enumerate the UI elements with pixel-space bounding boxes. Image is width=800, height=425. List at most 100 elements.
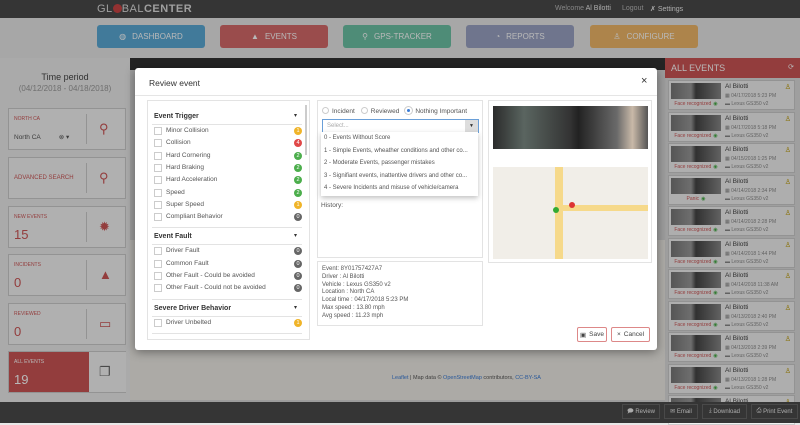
region-filter[interactable]: NORTH CA North CA ⊗ ▾ ⚲ [8,108,126,150]
status-radio-incident[interactable]: Incident [322,107,355,115]
settings-link[interactable]: ✗ Settings [650,6,684,13]
event-card[interactable]: Face recognized ◉ Al Bilotti ▦ 04/15/2018 1… [668,143,795,173]
email-button[interactable]: ✉ Email [664,404,698,419]
score-option[interactable]: 4 - Severe Incidents and misuse of vehic… [324,185,459,191]
event-video[interactable] [493,106,648,149]
checkbox[interactable] [154,151,162,160]
event-thumbnail[interactable] [671,177,721,194]
event-thumbnail[interactable] [671,83,721,99]
logout-link[interactable]: Logout [622,5,644,12]
checkbox[interactable] [154,213,162,222]
category-item[interactable]: Driver Fault 0 [154,246,302,257]
radio-button[interactable] [360,107,368,114]
event-card[interactable]: Panic ◉ Al Bilotti ▦ 04/14/2018 2:34 PM ▬ Le… [668,174,795,205]
event-thumbnail[interactable] [671,272,721,288]
osm-link[interactable]: OpenStreetMap [443,375,482,381]
license-link[interactable]: CC-BY-SA [515,375,541,381]
category-item[interactable]: Compliant Behavior 0 [154,212,302,223]
status-radio-reviewed[interactable]: Reviewed [360,107,399,115]
category-item[interactable]: Common Fault 0 [154,259,302,270]
event-card[interactable]: Face recognized ◉ Al Bilotti ▦ 04/17/2018 5… [668,111,795,142]
radio-button[interactable] [405,107,413,114]
event-thumbnail[interactable] [671,240,721,257]
nav-dashboard[interactable]: ◍ DASHBOARD [97,25,205,48]
event-thumbnail[interactable] [671,303,721,320]
advanced-search-button[interactable]: ADVANCED SEARCH ⚲ [8,157,126,199]
event-thumbnail[interactable] [671,366,721,383]
section-title[interactable]: Event Trigger [154,113,199,120]
checkbox[interactable] [154,188,162,197]
status-radio-nothing-important[interactable]: Nothing Important [405,107,467,115]
map-pin-icon[interactable]: ⚲ [99,121,109,136]
incidents-box[interactable]: INCIDENTS 0 ▲ [8,254,126,296]
checkbox[interactable] [154,318,162,327]
category-item[interactable]: Hard Braking 2 [154,163,302,174]
event-card[interactable]: Face recognized ◉ Al Bilotti ▦ 04/14/2018 1… [668,237,795,268]
event-thumbnail[interactable] [671,335,721,351]
category-item[interactable]: Driver Unbelted 1 [154,318,302,329]
score-option[interactable]: 1 - Simple Events, wheather conditions a… [324,147,468,154]
event-card[interactable]: Face recognized ◉ Al Bilotti ▦ 04/13/2018 1… [668,363,795,394]
time-period-range[interactable]: (04/12/2018 - 04/18/2018) [18,84,112,93]
event-thumbnail[interactable] [671,209,721,225]
region-select[interactable]: North CA ⊗ ▾ [14,133,69,141]
end-marker-icon[interactable] [569,202,575,208]
reviewed-box[interactable]: REVIEWED 0 ▭ [8,303,126,345]
category-item[interactable]: Collision 4 [154,138,302,149]
event-card[interactable]: Face recognized ◉ Al Bilotti ▦ 04/13/2018 2… [668,332,795,362]
event-thumbnail[interactable] [671,146,721,162]
checkbox[interactable] [154,272,162,280]
checkbox[interactable] [154,259,162,268]
leaflet-link[interactable]: Leaflet [392,375,409,381]
cancel-button[interactable]: × Cancel [611,327,650,342]
print-event-button[interactable]: ⎙ Print Event [751,404,798,419]
all-events-box[interactable]: ALL EVENTS 19 ❐ [8,351,126,393]
category-item[interactable]: Hard Cornering 2 [154,151,302,162]
category-item[interactable]: Other Fault - Could be avoided 0 [154,271,302,282]
category-item[interactable]: Other Fault - Could not be avoided 0 [154,283,302,294]
checkbox[interactable] [154,139,162,148]
nav-gps-tracker[interactable]: ⚲ GPS-TRACKER [343,25,451,48]
radio-button[interactable] [322,107,329,114]
nav-configure[interactable]: ♙ CONFIGURE [590,25,698,48]
nav-reports[interactable]: ◔ REPORTS [466,25,574,48]
review-button[interactable]: 🗩 Review [622,404,660,419]
save-button[interactable]: ▣ Save [577,327,607,342]
chevron-down-icon[interactable]: ▾ [294,233,298,240]
score-option[interactable]: 2 - Moderate Events, passenger mistakes [324,160,435,166]
checkbox[interactable] [154,163,162,172]
event-card[interactable]: Face recognized ◉ Al Bilotti ▦ 04/17/2018 5… [668,80,795,110]
checkbox[interactable] [154,247,162,256]
new-events-box[interactable]: NEW EVENTS 15 ✹ [8,206,126,248]
score-select[interactable]: Select... ▼ [322,119,479,133]
logo[interactable]: GL BALCENTER [97,3,192,15]
checkbox[interactable] [154,284,162,293]
chevron-down-icon[interactable]: ▼ [465,120,478,132]
category-item[interactable]: Hard Acceleration 2 [154,175,302,186]
checkbox[interactable] [154,127,162,135]
clear-icon[interactable]: ⊗ [58,134,65,141]
chevron-down-icon[interactable]: ▾ [66,134,70,141]
checkbox[interactable] [154,176,162,185]
refresh-icon[interactable]: ⟳ [788,64,794,71]
event-card[interactable]: Face recognized ◉ Al Bilotti ▦ 04/13/2018 2… [668,300,795,331]
category-item[interactable]: Super Speed 1 [154,200,302,211]
category-item[interactable]: Speed 2 [154,188,302,199]
category-item[interactable]: Minor Collision 1 [154,126,302,137]
score-option[interactable]: 3 - Signifiant events, inattentive drive… [324,172,468,179]
section-title[interactable]: Event Fault [154,233,192,241]
score-option[interactable]: 0 - Events Without Score [324,135,391,141]
chevron-down-icon[interactable]: ▾ [294,113,298,119]
event-thumbnail[interactable] [671,114,721,131]
chevron-down-icon[interactable]: ▾ [294,304,298,311]
checkbox[interactable] [154,200,162,209]
section-title[interactable]: Severe Driver Behavior [154,304,232,312]
event-card[interactable]: Face recognized ◉ Al Bilotti ▦ 04/14/2018 1… [668,269,795,299]
close-icon[interactable]: × [641,75,648,87]
event-card[interactable]: Face recognized ◉ Al Bilotti ▦ 04/14/2018 2… [668,206,795,236]
start-marker-icon[interactable] [553,207,559,213]
download-button[interactable]: ⤓ Download [702,404,747,419]
scrollbar[interactable] [305,105,307,155]
nav-events[interactable]: ▲ EVENTS [220,25,328,48]
event-map[interactable] [493,167,648,259]
